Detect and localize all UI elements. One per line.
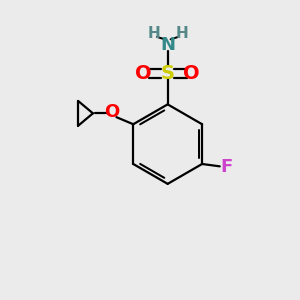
Text: F: F [220, 158, 232, 176]
Text: O: O [184, 64, 200, 83]
Text: S: S [161, 64, 175, 83]
Text: O: O [135, 64, 152, 83]
Text: O: O [104, 103, 120, 121]
Text: H: H [176, 26, 188, 41]
Text: H: H [147, 26, 160, 41]
Text: N: N [160, 36, 175, 54]
